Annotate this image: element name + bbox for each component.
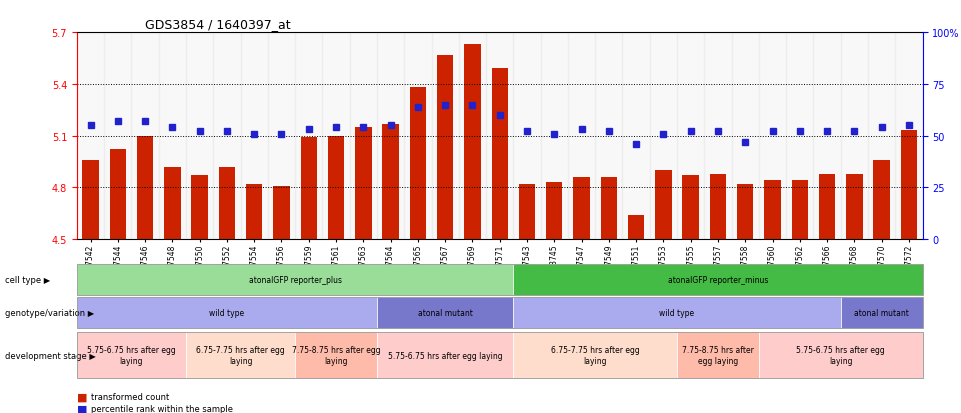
Bar <box>431 33 458 240</box>
Text: percentile rank within the sample: percentile rank within the sample <box>91 404 234 413</box>
Bar <box>868 33 896 240</box>
Bar <box>164 167 181 240</box>
Bar <box>268 33 295 240</box>
Bar <box>132 33 159 240</box>
Bar <box>541 33 568 240</box>
Bar <box>737 185 753 240</box>
Bar <box>356 128 372 240</box>
Bar <box>486 33 513 240</box>
Text: wild type: wild type <box>209 309 244 317</box>
Bar <box>710 174 727 240</box>
Bar <box>219 167 235 240</box>
Text: transformed count: transformed count <box>91 392 169 401</box>
Text: ■: ■ <box>77 404 87 413</box>
Bar <box>546 183 562 240</box>
Bar <box>405 33 431 240</box>
Bar <box>819 174 835 240</box>
Bar <box>704 33 731 240</box>
Bar <box>382 124 399 240</box>
Bar <box>896 33 923 240</box>
Bar <box>650 33 678 240</box>
Bar <box>437 55 454 240</box>
Text: 5.75-6.75 hrs after egg
laying: 5.75-6.75 hrs after egg laying <box>87 346 176 365</box>
Text: wild type: wild type <box>659 309 695 317</box>
Bar <box>568 33 595 240</box>
Bar <box>458 33 486 240</box>
Bar <box>595 33 623 240</box>
Bar <box>491 69 508 240</box>
Text: GDS3854 / 1640397_at: GDS3854 / 1640397_at <box>144 17 290 31</box>
Text: genotype/variation ▶: genotype/variation ▶ <box>5 309 94 317</box>
Bar <box>759 33 786 240</box>
Text: atonal mutant: atonal mutant <box>854 309 909 317</box>
Bar <box>246 185 262 240</box>
Bar <box>764 181 780 240</box>
Bar <box>377 33 405 240</box>
Bar <box>900 131 917 240</box>
Bar <box>322 33 350 240</box>
Bar <box>273 186 289 240</box>
Bar <box>104 33 132 240</box>
Bar <box>110 150 126 240</box>
Bar <box>786 33 813 240</box>
Bar <box>350 33 377 240</box>
Bar <box>847 174 863 240</box>
Bar <box>136 136 153 240</box>
Text: 6.75-7.75 hrs after egg
laying: 6.75-7.75 hrs after egg laying <box>196 346 284 365</box>
Bar <box>328 136 344 240</box>
Text: atonal mutant: atonal mutant <box>418 309 473 317</box>
Bar <box>874 160 890 240</box>
Bar <box>301 138 317 240</box>
Text: 5.75-6.75 hrs after egg laying: 5.75-6.75 hrs after egg laying <box>388 351 503 360</box>
Text: cell type ▶: cell type ▶ <box>5 275 50 284</box>
Text: atonalGFP reporter_minus: atonalGFP reporter_minus <box>668 275 768 284</box>
Text: ■: ■ <box>77 392 87 401</box>
Bar <box>519 185 535 240</box>
Bar <box>813 33 841 240</box>
Text: atonalGFP reporter_plus: atonalGFP reporter_plus <box>249 275 341 284</box>
Bar <box>601 178 617 240</box>
Bar <box>623 33 650 240</box>
Bar <box>159 33 186 240</box>
Bar <box>213 33 240 240</box>
Bar <box>841 33 868 240</box>
Bar <box>513 33 541 240</box>
Text: 5.75-6.75 hrs after egg
laying: 5.75-6.75 hrs after egg laying <box>797 346 885 365</box>
Bar <box>678 33 704 240</box>
Bar <box>655 171 672 240</box>
Text: 6.75-7.75 hrs after egg
laying: 6.75-7.75 hrs after egg laying <box>551 346 640 365</box>
Bar <box>240 33 268 240</box>
Bar <box>83 160 99 240</box>
Bar <box>731 33 759 240</box>
Bar <box>191 176 208 240</box>
Text: development stage ▶: development stage ▶ <box>5 351 96 360</box>
Bar <box>295 33 322 240</box>
Bar <box>409 88 426 240</box>
Bar <box>464 45 480 240</box>
Bar <box>792 181 808 240</box>
Bar <box>186 33 213 240</box>
Bar <box>77 33 104 240</box>
Text: 7.75-8.75 hrs after egg
laying: 7.75-8.75 hrs after egg laying <box>292 346 381 365</box>
Bar <box>574 178 590 240</box>
Bar <box>628 216 644 240</box>
Text: 7.75-8.75 hrs after
egg laying: 7.75-8.75 hrs after egg laying <box>682 346 753 365</box>
Bar <box>682 176 699 240</box>
